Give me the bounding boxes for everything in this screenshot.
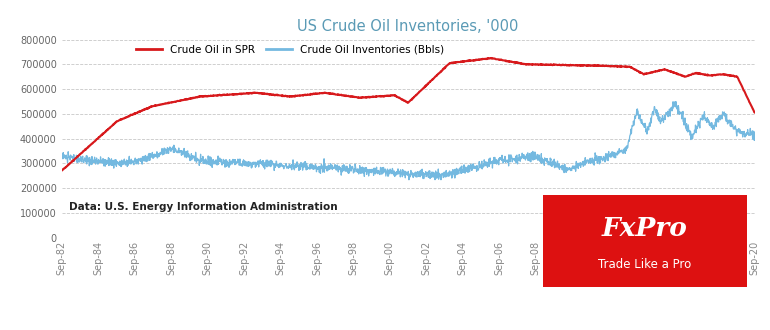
- Text: Data: U.S. Energy Information Administration: Data: U.S. Energy Information Administra…: [69, 202, 337, 212]
- Title: US Crude Oil Inventories, '000: US Crude Oil Inventories, '000: [297, 19, 519, 34]
- Text: Trade Like a Pro: Trade Like a Pro: [598, 257, 691, 271]
- Text: FxPro: FxPro: [602, 216, 688, 241]
- Legend: Crude Oil in SPR, Crude Oil Inventories (Bbls): Crude Oil in SPR, Crude Oil Inventories …: [136, 45, 444, 55]
